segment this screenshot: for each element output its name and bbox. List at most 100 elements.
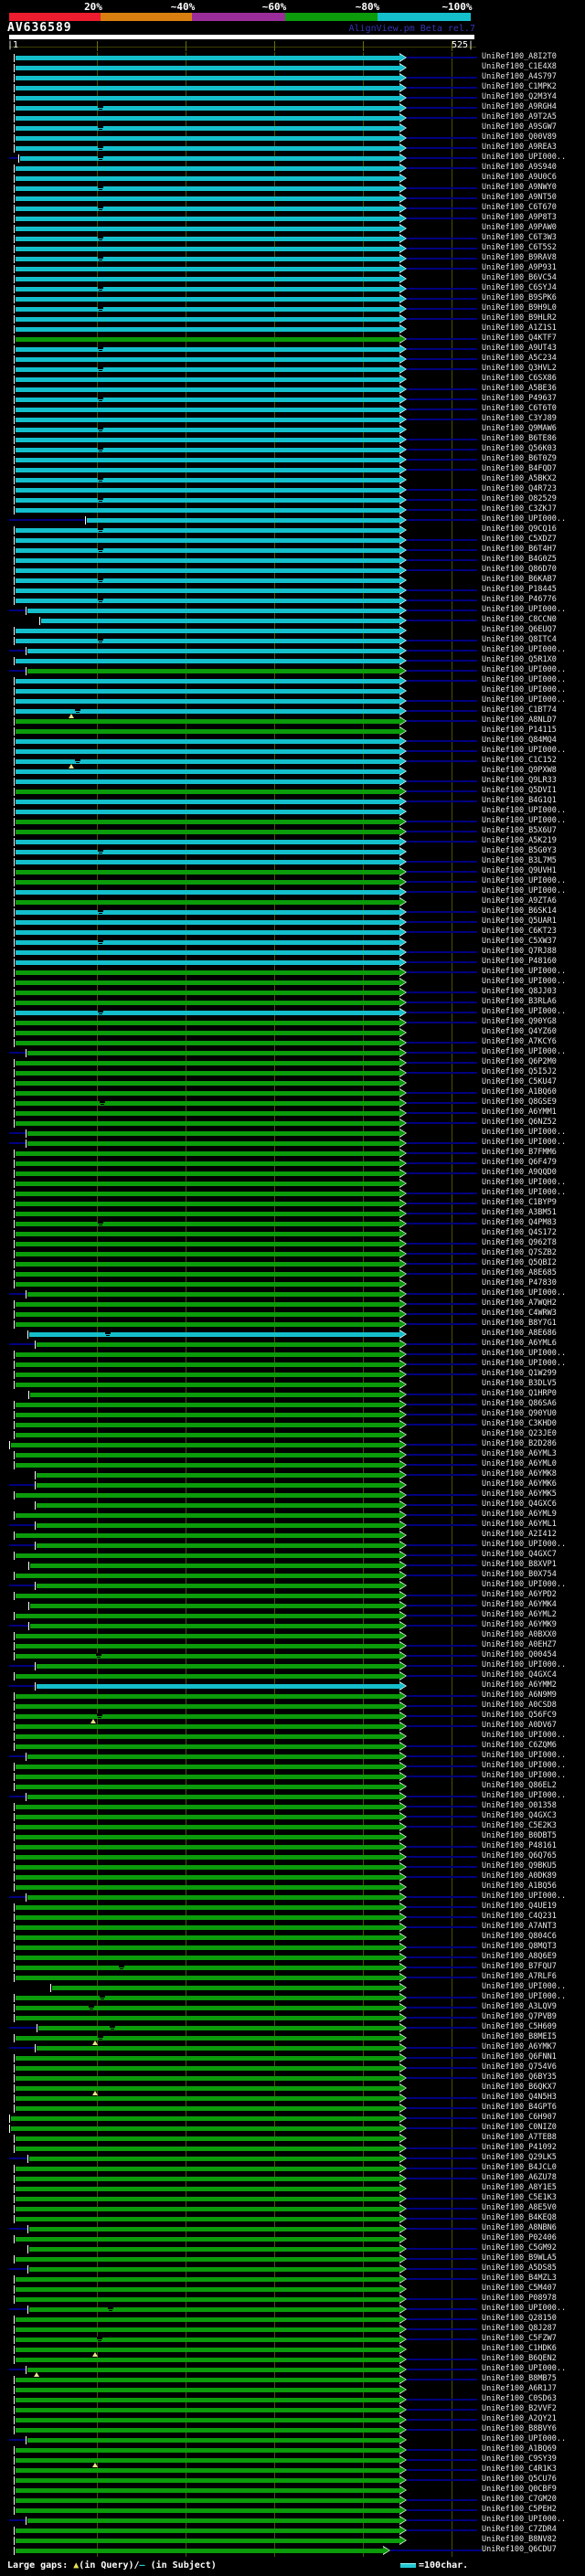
hit-label[interactable]: UniRef100_A6YMK4 [482,1600,557,1610]
hit-label[interactable]: UniRef100_Q1HRP0 [482,1389,557,1399]
alignment-bar[interactable] [16,698,399,704]
hit-label[interactable]: UniRef100_Q90YU0 [482,1409,557,1419]
hit-label[interactable]: UniRef100_C9SY39 [482,2454,557,2465]
alignment-bar[interactable] [16,2297,399,2303]
alignment-bar[interactable] [16,417,399,422]
hit-label[interactable]: UniRef100_A4S797 [482,71,557,81]
alignment-bar[interactable] [16,2096,399,2102]
alignment-bar[interactable] [27,1795,399,1800]
hit-label[interactable]: UniRef100_C5GM92 [482,2243,557,2253]
hit-label[interactable]: UniRef100_C5FZW7 [482,2334,557,2344]
alignment-bar[interactable] [16,1704,399,1710]
alignment-bar[interactable] [16,1080,399,1086]
hit-label[interactable]: UniRef100_Q962T8 [482,1237,557,1247]
hit-label[interactable]: UniRef100_Q86SA6 [482,1399,557,1409]
alignment-bar[interactable] [16,437,399,442]
hit-label[interactable]: UniRef100_Q5I5J2 [482,1066,557,1076]
alignment-bar[interactable] [16,1221,399,1226]
hit-label[interactable]: UniRef100_B3DLV5 [482,1379,557,1389]
alignment-bar[interactable] [16,658,399,663]
alignment-bar[interactable] [16,2468,399,2474]
hit-label[interactable]: UniRef100_A7RLF6 [482,1972,557,1982]
hit-label[interactable]: UniRef100_Q4GXC3 [482,1811,557,1821]
alignment-bar[interactable] [16,1815,399,1820]
alignment-bar[interactable] [27,1895,399,1901]
hit-label[interactable]: UniRef100_A7KCY6 [482,1036,557,1046]
alignment-bar[interactable] [29,1332,399,1337]
alignment-bar[interactable] [16,2358,399,2363]
alignment-bar[interactable] [16,628,399,633]
hit-label[interactable]: UniRef100_B6KAB7 [482,574,557,584]
alignment-bar[interactable] [16,236,399,241]
hit-label[interactable]: UniRef100_B8MB75 [482,2374,557,2384]
hit-label[interactable]: UniRef100_C6T670 [482,202,557,212]
hit-label[interactable]: UniRef100_UPI000.. [482,694,567,705]
alignment-bar[interactable] [27,2438,399,2443]
hit-label[interactable]: UniRef100_Q7PVB9 [482,2012,557,2022]
alignment-bar[interactable] [37,1664,399,1670]
alignment-bar[interactable] [16,2348,399,2353]
alignment-bar[interactable] [16,1191,399,1196]
alignment-bar[interactable] [16,889,399,895]
hit-label[interactable]: UniRef100_UPI000.. [482,1771,567,1781]
hit-label[interactable]: UniRef100_A5BKX2 [482,473,557,483]
alignment-bar[interactable] [16,547,399,553]
alignment-bar[interactable] [37,1684,399,1690]
hit-label[interactable]: UniRef100_A6YML9 [482,1510,557,1520]
hit-label[interactable]: UniRef100_C0SD63 [482,2394,557,2404]
alignment-bar[interactable] [30,1624,399,1629]
hit-label[interactable]: UniRef100_Q9LR33 [482,775,557,785]
alignment-bar[interactable] [16,1915,399,1921]
hit-label[interactable]: UniRef100_Q5CU76 [482,2475,557,2485]
hit-label[interactable]: UniRef100_A1BQ69 [482,2444,557,2454]
hit-label[interactable]: UniRef100_C1HDK6 [482,2344,557,2354]
alignment-bar[interactable] [38,2026,399,2031]
alignment-bar[interactable] [16,839,399,844]
hit-label[interactable]: UniRef100_UPI000.. [482,1731,567,1741]
hit-label[interactable]: UniRef100_UPI000.. [482,1751,567,1761]
hit-label[interactable]: UniRef100_A9QQD0 [482,1167,557,1177]
hit-label[interactable]: UniRef100_Q8J287 [482,2324,557,2334]
hit-label[interactable]: UniRef100_C6ZQM6 [482,1741,557,1751]
hit-label[interactable]: UniRef100_Q4N5H3 [482,2093,557,2103]
hit-label[interactable]: UniRef100_C4WRW3 [482,1309,557,1318]
alignment-bar[interactable] [16,1845,399,1850]
alignment-bar[interactable] [16,1161,399,1166]
hit-label[interactable]: UniRef100_A9RGH4 [482,101,557,111]
hit-label[interactable]: UniRef100_UPI000.. [482,1046,567,1056]
hit-label[interactable]: UniRef100_B3RLA6 [482,996,557,1006]
hit-label[interactable]: UniRef100_B6VC54 [482,272,557,282]
alignment-bar[interactable] [16,256,399,261]
hit-label[interactable]: UniRef100_A6YMM2 [482,1680,557,1691]
hit-label[interactable]: UniRef100_C4Q231 [482,1912,557,1922]
alignment-bar[interactable] [16,1945,399,1951]
hit-label[interactable]: UniRef100_Q6EUQ7 [482,624,557,634]
hit-label[interactable]: UniRef100_Q7RJ88 [482,946,557,956]
hit-label[interactable]: UniRef100_Q84MQ4 [482,735,557,745]
hit-label[interactable]: UniRef100_Q56FC9 [482,1711,557,1721]
hit-label[interactable]: UniRef100_UPI000.. [482,1177,567,1187]
hit-label[interactable]: UniRef100_B8XVP1 [482,1560,557,1570]
alignment-bar[interactable] [16,216,399,221]
alignment-bar[interactable] [16,1070,399,1076]
alignment-bar[interactable] [16,2217,399,2222]
alignment-bar[interactable] [11,2116,399,2122]
alignment-bar[interactable] [16,829,399,834]
alignment-bar[interactable] [16,1533,399,1539]
alignment-bar[interactable] [16,276,399,281]
hit-label[interactable]: UniRef100_UPI000.. [482,1359,567,1369]
hit-label[interactable]: UniRef100_A9S940 [482,162,557,172]
alignment-bar[interactable] [16,1865,399,1871]
hit-label[interactable]: UniRef100_C0NIZ0 [482,2123,557,2133]
hit-label[interactable]: UniRef100_UPI000.. [482,684,567,694]
alignment-bar[interactable] [16,1785,399,1790]
alignment-bar[interactable] [16,1855,399,1860]
hit-label[interactable]: UniRef100_Q6FNN1 [482,2052,557,2062]
alignment-bar[interactable] [16,387,399,392]
hit-label[interactable]: UniRef100_C1BT74 [482,705,557,715]
hit-label[interactable]: UniRef100_Q4KTF7 [482,333,557,343]
alignment-bar[interactable] [16,1362,399,1368]
alignment-bar[interactable] [16,226,399,231]
alignment-bar[interactable] [16,849,399,854]
alignment-bar[interactable] [16,1966,399,1971]
